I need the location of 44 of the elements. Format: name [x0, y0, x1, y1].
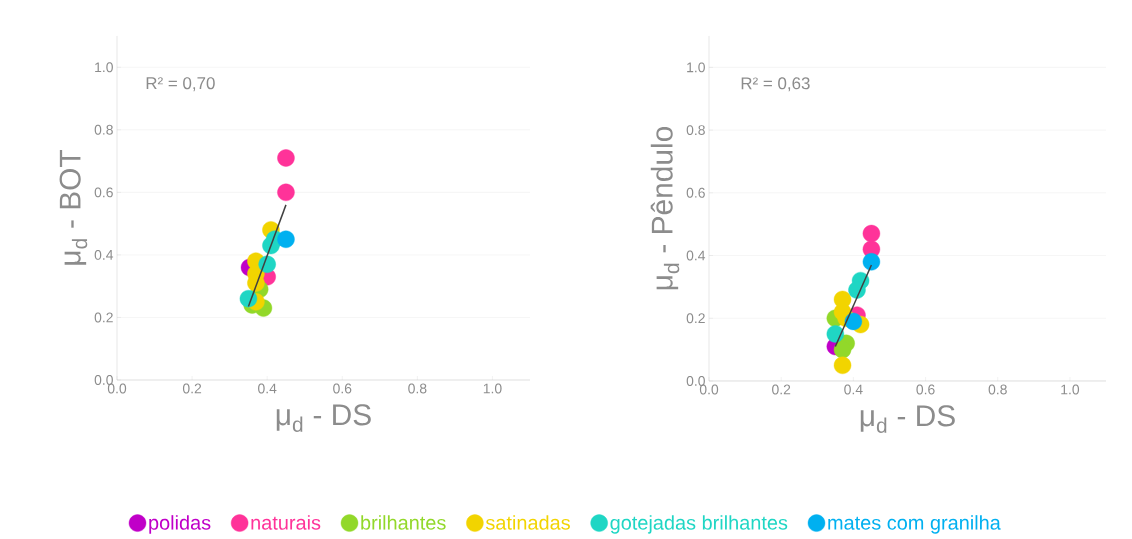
point: [277, 183, 295, 202]
y-tick-label: 1.0: [687, 62, 705, 73]
legend-label: brilhantes: [361, 515, 446, 530]
x-axis-title: μ$_{d}$ - DS: [276, 404, 371, 432]
x-tick-label: 0.6: [333, 383, 352, 394]
x-tick-label: 0.8: [988, 384, 1007, 395]
point: [862, 253, 881, 271]
point: [277, 230, 295, 248]
y-tick-label: 0.6: [94, 187, 113, 198]
legend-label: gotejadas brilhantes: [610, 515, 788, 534]
x-tick-label: 0.4: [844, 384, 863, 395]
y-tick-label: 0.0: [686, 376, 705, 386]
x-tick-label: 1.0: [1061, 384, 1080, 395]
point: [826, 325, 845, 343]
y-axis-title: μ$_{d}$ - Pêndulo: [650, 126, 680, 290]
y-tick-label: 0.8: [686, 125, 705, 136]
y-tick-label: 0.8: [94, 124, 113, 135]
x-tick-label: 0.2: [182, 383, 202, 394]
legend-label: polidas: [149, 515, 211, 534]
x-axis-title: μ$_{d}$ - DS: [860, 405, 955, 433]
point: [862, 224, 881, 243]
x-tick-label: 0.0: [107, 383, 127, 394]
y-tick-label: 0.4: [686, 250, 706, 261]
annotation: R² = 0,63: [741, 77, 810, 92]
x-tick-label: 0.0: [699, 384, 719, 395]
y-tick-label: 0.0: [94, 375, 113, 385]
x-tick-label: 0.4: [258, 383, 277, 394]
point: [277, 149, 295, 167]
x-tick-label: 0.2: [772, 384, 791, 395]
y-tick-label: 1.0: [95, 62, 113, 73]
point: [833, 356, 852, 375]
x-tick-label: 0.8: [408, 383, 427, 394]
legend-label: satinadas: [485, 515, 570, 530]
x-tick-label: 1.0: [483, 383, 502, 394]
legend-label: mates com granilha: [828, 515, 1001, 534]
y-tick-label: 0.6: [686, 187, 705, 198]
point: [844, 312, 863, 331]
y-tick-label: 0.4: [94, 249, 114, 260]
y-axis-title: μ$_{d}$ - BOT: [59, 150, 88, 265]
legend-label: naturais: [251, 515, 321, 530]
x-tick-label: 0.6: [916, 384, 935, 395]
annotation: R² = 0,70: [146, 77, 215, 92]
y-tick-label: 0.2: [686, 313, 705, 324]
y-tick-label: 0.2: [94, 312, 113, 323]
